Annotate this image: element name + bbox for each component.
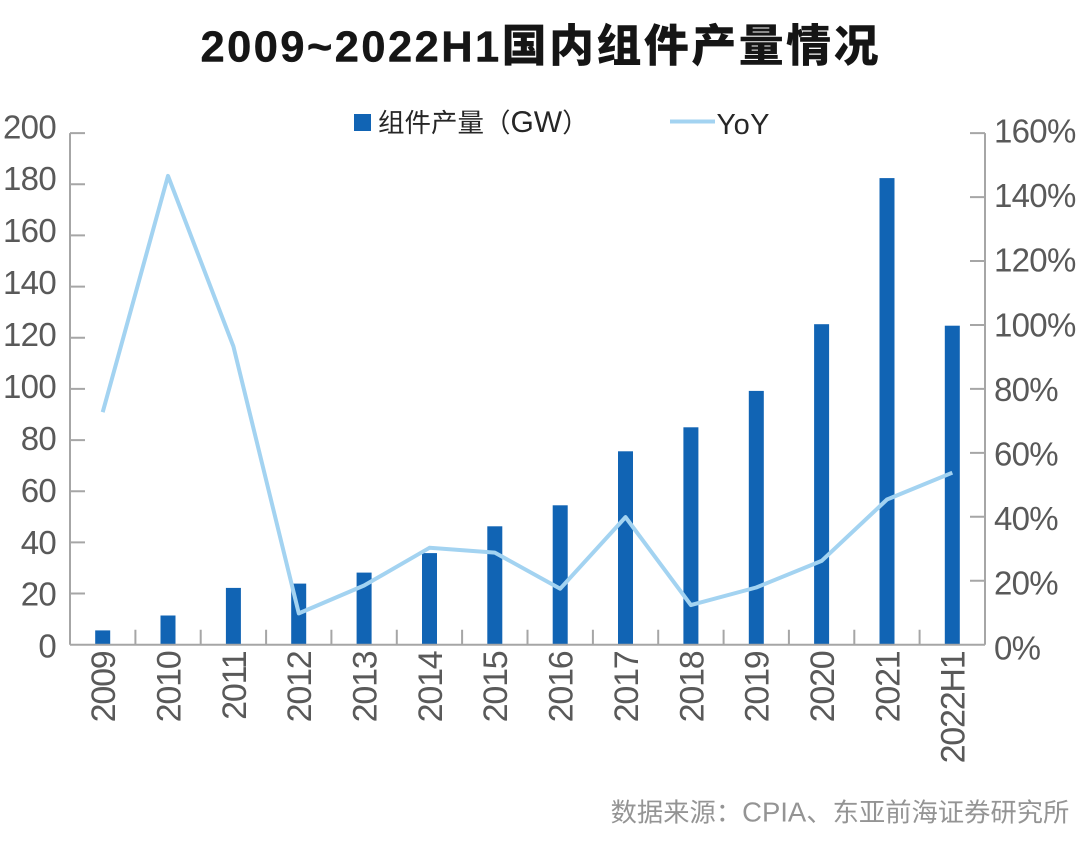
svg-text:2022H1: 2022H1 bbox=[935, 651, 973, 763]
svg-text:2017: 2017 bbox=[608, 651, 646, 722]
svg-text:2010: 2010 bbox=[150, 651, 188, 722]
svg-text:2020: 2020 bbox=[804, 651, 842, 722]
svg-text:2015: 2015 bbox=[477, 651, 515, 722]
svg-text:0: 0 bbox=[38, 628, 56, 665]
svg-text:140: 140 bbox=[3, 264, 56, 301]
svg-text:2021: 2021 bbox=[869, 651, 907, 722]
svg-text:120: 120 bbox=[3, 316, 56, 353]
svg-text:180: 180 bbox=[3, 160, 56, 197]
svg-text:2018: 2018 bbox=[673, 651, 711, 722]
svg-text:80%: 80% bbox=[994, 371, 1058, 408]
svg-text:160: 160 bbox=[3, 212, 56, 249]
svg-text:2012: 2012 bbox=[281, 651, 319, 722]
svg-text:2014: 2014 bbox=[412, 651, 450, 722]
svg-text:60: 60 bbox=[21, 472, 57, 509]
svg-text:140%: 140% bbox=[994, 177, 1076, 214]
svg-text:40%: 40% bbox=[994, 500, 1058, 537]
svg-text:120%: 120% bbox=[994, 242, 1076, 279]
svg-text:2019: 2019 bbox=[739, 651, 777, 722]
svg-text:0%: 0% bbox=[994, 629, 1041, 666]
svg-text:100%: 100% bbox=[994, 306, 1076, 343]
svg-text:20: 20 bbox=[21, 576, 57, 613]
svg-text:2016: 2016 bbox=[543, 651, 581, 722]
svg-text:20%: 20% bbox=[994, 565, 1058, 602]
svg-text:40: 40 bbox=[21, 524, 57, 561]
svg-text:2009: 2009 bbox=[85, 651, 123, 722]
svg-text:2013: 2013 bbox=[347, 651, 385, 722]
svg-text:YoY: YoY bbox=[717, 109, 770, 141]
svg-text:160%: 160% bbox=[994, 113, 1076, 150]
svg-text:60%: 60% bbox=[994, 436, 1058, 473]
svg-text:200: 200 bbox=[3, 108, 56, 145]
svg-text:2011: 2011 bbox=[216, 651, 254, 720]
svg-text:80: 80 bbox=[21, 420, 57, 457]
svg-text:100: 100 bbox=[3, 368, 56, 405]
